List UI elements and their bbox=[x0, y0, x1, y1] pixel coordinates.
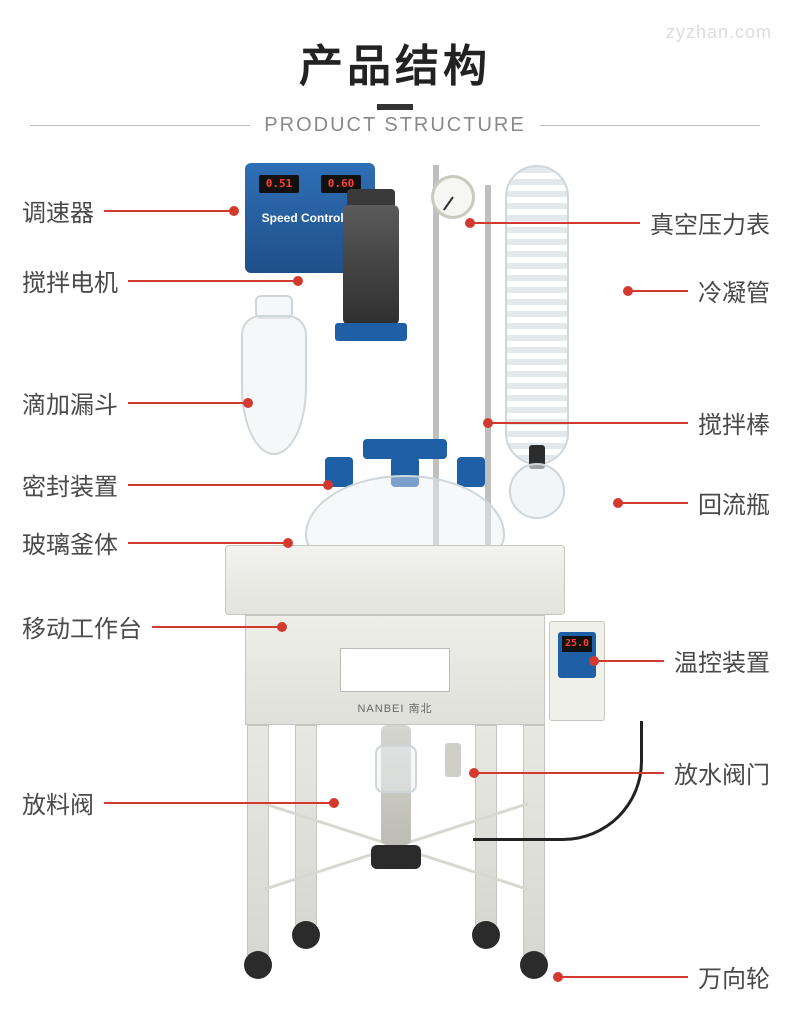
product-diagram: 0.51 0.60 Speed Controller NANBEI 南北 25.… bbox=[0, 145, 790, 1005]
temperature-controller: 25.0 bbox=[549, 621, 605, 721]
callout-label: 搅拌棒 bbox=[698, 405, 770, 440]
callout-label: 温控装置 bbox=[674, 643, 770, 678]
callout-label: 放水阀门 bbox=[674, 755, 770, 790]
condenser-tube bbox=[505, 165, 569, 465]
controller-display-1: 0.51 bbox=[259, 175, 299, 193]
callout-label: 冷凝管 bbox=[698, 273, 770, 308]
reflux-flask bbox=[509, 463, 565, 519]
work-table-top bbox=[225, 545, 565, 615]
title-en: PRODUCT STRUCTURE bbox=[264, 114, 525, 137]
product-illustration: 0.51 0.60 Speed Controller NANBEI 南北 25.… bbox=[185, 145, 605, 985]
callout-label: 搅拌电机 bbox=[22, 263, 118, 298]
callout-label: 回流瓶 bbox=[698, 485, 770, 520]
callout-temp_controller: 温控装置 bbox=[594, 643, 770, 678]
brand-text: NANBEI 南北 bbox=[357, 700, 432, 716]
caster-wheel bbox=[472, 921, 500, 949]
addition-funnel bbox=[241, 315, 307, 455]
water-valve bbox=[445, 743, 461, 777]
title-divider bbox=[0, 104, 790, 110]
sealing-device bbox=[363, 439, 447, 459]
watermark-text: zyzhan.com bbox=[666, 22, 772, 43]
header: 产品结构 PRODUCT STRUCTURE bbox=[0, 0, 790, 137]
vacuum-gauge bbox=[431, 175, 475, 219]
support-rod-2 bbox=[485, 185, 491, 545]
work-table-panel: NANBEI 南北 bbox=[245, 615, 545, 725]
callout-label: 玻璃釜体 bbox=[22, 525, 118, 560]
temp-display: 25.0 bbox=[562, 636, 592, 652]
callout-label: 密封装置 bbox=[22, 467, 118, 502]
caster-wheel bbox=[244, 951, 272, 979]
subtitle-row: PRODUCT STRUCTURE bbox=[0, 114, 790, 137]
callout-label: 滴加漏斗 bbox=[22, 385, 118, 420]
callout-reflux_flask: 回流瓶 bbox=[618, 485, 770, 520]
callout-label: 万向轮 bbox=[698, 959, 770, 994]
stir-motor bbox=[343, 205, 399, 325]
callout-label: 调速器 bbox=[22, 193, 94, 228]
callout-label: 放料阀 bbox=[22, 785, 94, 820]
caster-wheel bbox=[292, 921, 320, 949]
callout-label: 移动工作台 bbox=[22, 609, 142, 644]
callout-condenser: 冷凝管 bbox=[628, 273, 770, 308]
power-cable bbox=[473, 721, 643, 841]
callout-label: 真空压力表 bbox=[650, 205, 770, 240]
caster-wheel bbox=[520, 951, 548, 979]
